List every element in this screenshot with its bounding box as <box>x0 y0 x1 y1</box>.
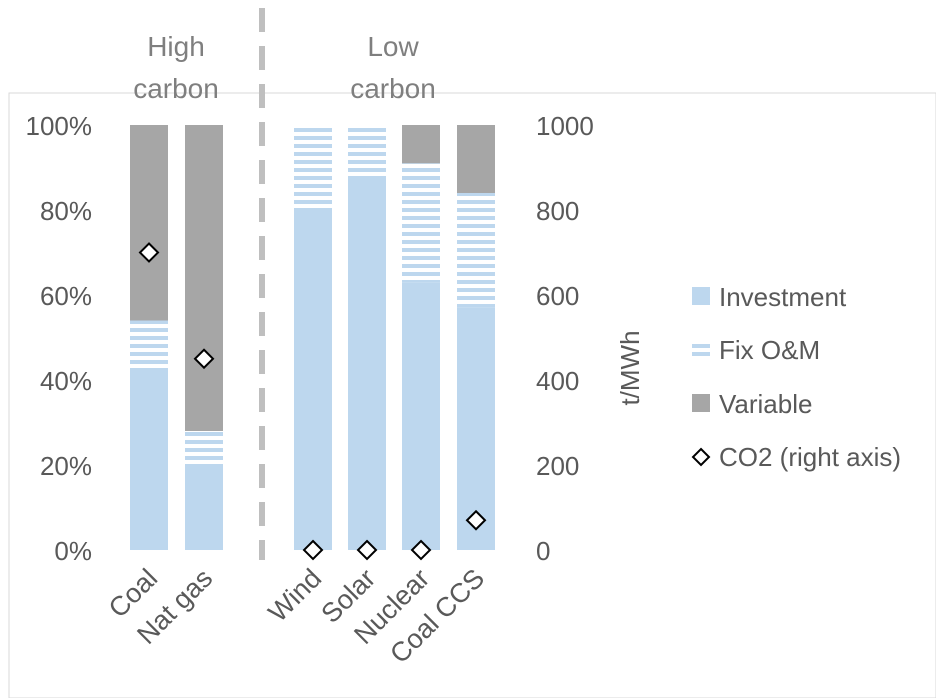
right-tick-0: 0 <box>536 536 550 566</box>
bar-nat-gas-variable <box>185 125 223 431</box>
bar-coal-ccs-fix-o-m <box>457 193 495 308</box>
right-tick-800: 800 <box>536 196 579 226</box>
legend-swatch-fix-om <box>692 340 710 358</box>
bars-layer <box>130 125 495 550</box>
legend-marker-co2 <box>691 447 711 467</box>
left-tick-60: 60% <box>40 281 92 311</box>
group-label-low-line1: Low <box>367 31 419 62</box>
legend-label-fix-om: Fix O&M <box>719 335 820 365</box>
left-axis: 0% 20% 40% 60% 80% 100% <box>26 111 93 566</box>
right-axis-title: t/MWh <box>615 330 645 405</box>
bar-nat-gas-fix-o-m <box>185 431 223 465</box>
group-label-low-line2: carbon <box>350 73 436 104</box>
bar-solar-fix-o-m <box>348 125 386 176</box>
co2-marker-coal <box>138 242 160 263</box>
right-axis: 0 200 400 600 800 1000 <box>536 111 594 566</box>
right-tick-200: 200 <box>536 451 579 481</box>
left-tick-40: 40% <box>40 366 92 396</box>
bar-coal-variable <box>130 125 168 321</box>
right-tick-400: 400 <box>536 366 579 396</box>
bar-coal-ccs-investment <box>457 307 495 550</box>
bar-coal-fix-o-m <box>130 320 168 372</box>
category-label-wind: Wind <box>263 563 328 628</box>
bar-nuclear-variable <box>402 125 440 164</box>
bar-coal-investment <box>130 371 168 550</box>
group-label-high-line1: High <box>147 31 205 62</box>
right-tick-600: 600 <box>536 281 579 311</box>
co2-marker-solar <box>356 539 378 561</box>
bar-nat-gas-investment <box>185 465 223 550</box>
co2-marker-nuclear <box>410 539 432 561</box>
left-tick-20: 20% <box>40 451 92 481</box>
bar-nuclear-fix-o-m <box>402 163 440 283</box>
co2-markers-layer <box>138 242 487 561</box>
left-tick-100: 100% <box>26 111 93 141</box>
right-tick-1000: 1000 <box>536 111 594 141</box>
left-tick-80: 80% <box>40 196 92 226</box>
left-tick-0: 0% <box>54 536 92 566</box>
legend-swatch-variable <box>692 394 710 412</box>
legend-label-investment: Investment <box>719 282 847 312</box>
bar-wind-fix-o-m <box>294 125 332 210</box>
legend-swatch-investment <box>692 287 710 305</box>
bar-wind-investment <box>294 210 332 550</box>
co2-marker-coal-ccs <box>465 509 487 531</box>
group-label-high-line2: carbon <box>133 73 219 104</box>
co2-marker-wind <box>302 539 324 561</box>
bar-coal-ccs-variable <box>457 125 495 193</box>
bar-solar-investment <box>348 176 386 550</box>
legend-label-co2: CO2 (right axis) <box>719 442 901 472</box>
co2-marker-nat-gas <box>193 348 215 370</box>
chart-area-frame <box>8 92 936 698</box>
legend-label-variable: Variable <box>719 389 812 419</box>
legend: Investment Fix O&M Variable CO2 (right a… <box>691 282 901 472</box>
bar-nuclear-investment <box>402 282 440 550</box>
